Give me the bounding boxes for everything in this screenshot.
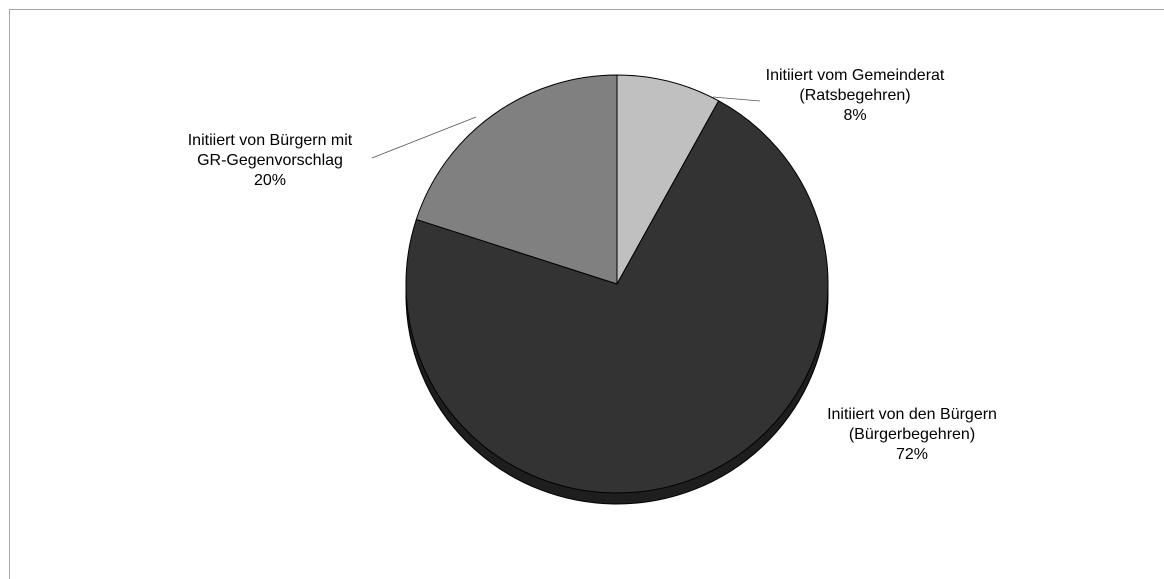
slice-label-gegenvorschlag-line1: Initiiert von Bürgern mit: [187, 132, 353, 149]
leader-line-ratsbegehren: [712, 96, 761, 102]
slice-ratsbegehren: [616, 74, 720, 285]
slice-label-buergerbegehren-line2: (Bürgerbegehren): [848, 426, 976, 443]
slice-label-gegenvorschlag-percent: 20%: [253, 172, 287, 189]
slice-label-buergerbegehren-percent: 72%: [895, 446, 929, 463]
slice-label-ratsbegehren-line2: (Ratsbegehren): [799, 87, 911, 104]
chart-frame: [9, 9, 1164, 579]
slice-label-buergerbegehren-line1: Initiiert von den Bürgern: [827, 406, 997, 423]
slice-gegenvorschlag: [415, 74, 618, 285]
slice-label-ratsbegehren: Initiiert vom Gemeinderat (Ratsbegehren)…: [735, 66, 975, 126]
slice-buergerbegehren: [405, 100, 829, 494]
slice-label-gegenvorschlag-line2: GR-Gegenvorschlag: [197, 152, 343, 169]
slice-label-gegenvorschlag: Initiiert von Bürgern mit GR-Gegenvorsch…: [150, 131, 390, 191]
slice-label-buergerbegehren: Initiiert von den Bürgern (Bürgerbegehre…: [792, 405, 1032, 465]
slice-label-ratsbegehren-percent: 8%: [843, 107, 867, 124]
leader-line-gegenvorschlag: [371, 116, 477, 159]
slice-label-ratsbegehren-line1: Initiiert vom Gemeinderat: [765, 67, 945, 84]
